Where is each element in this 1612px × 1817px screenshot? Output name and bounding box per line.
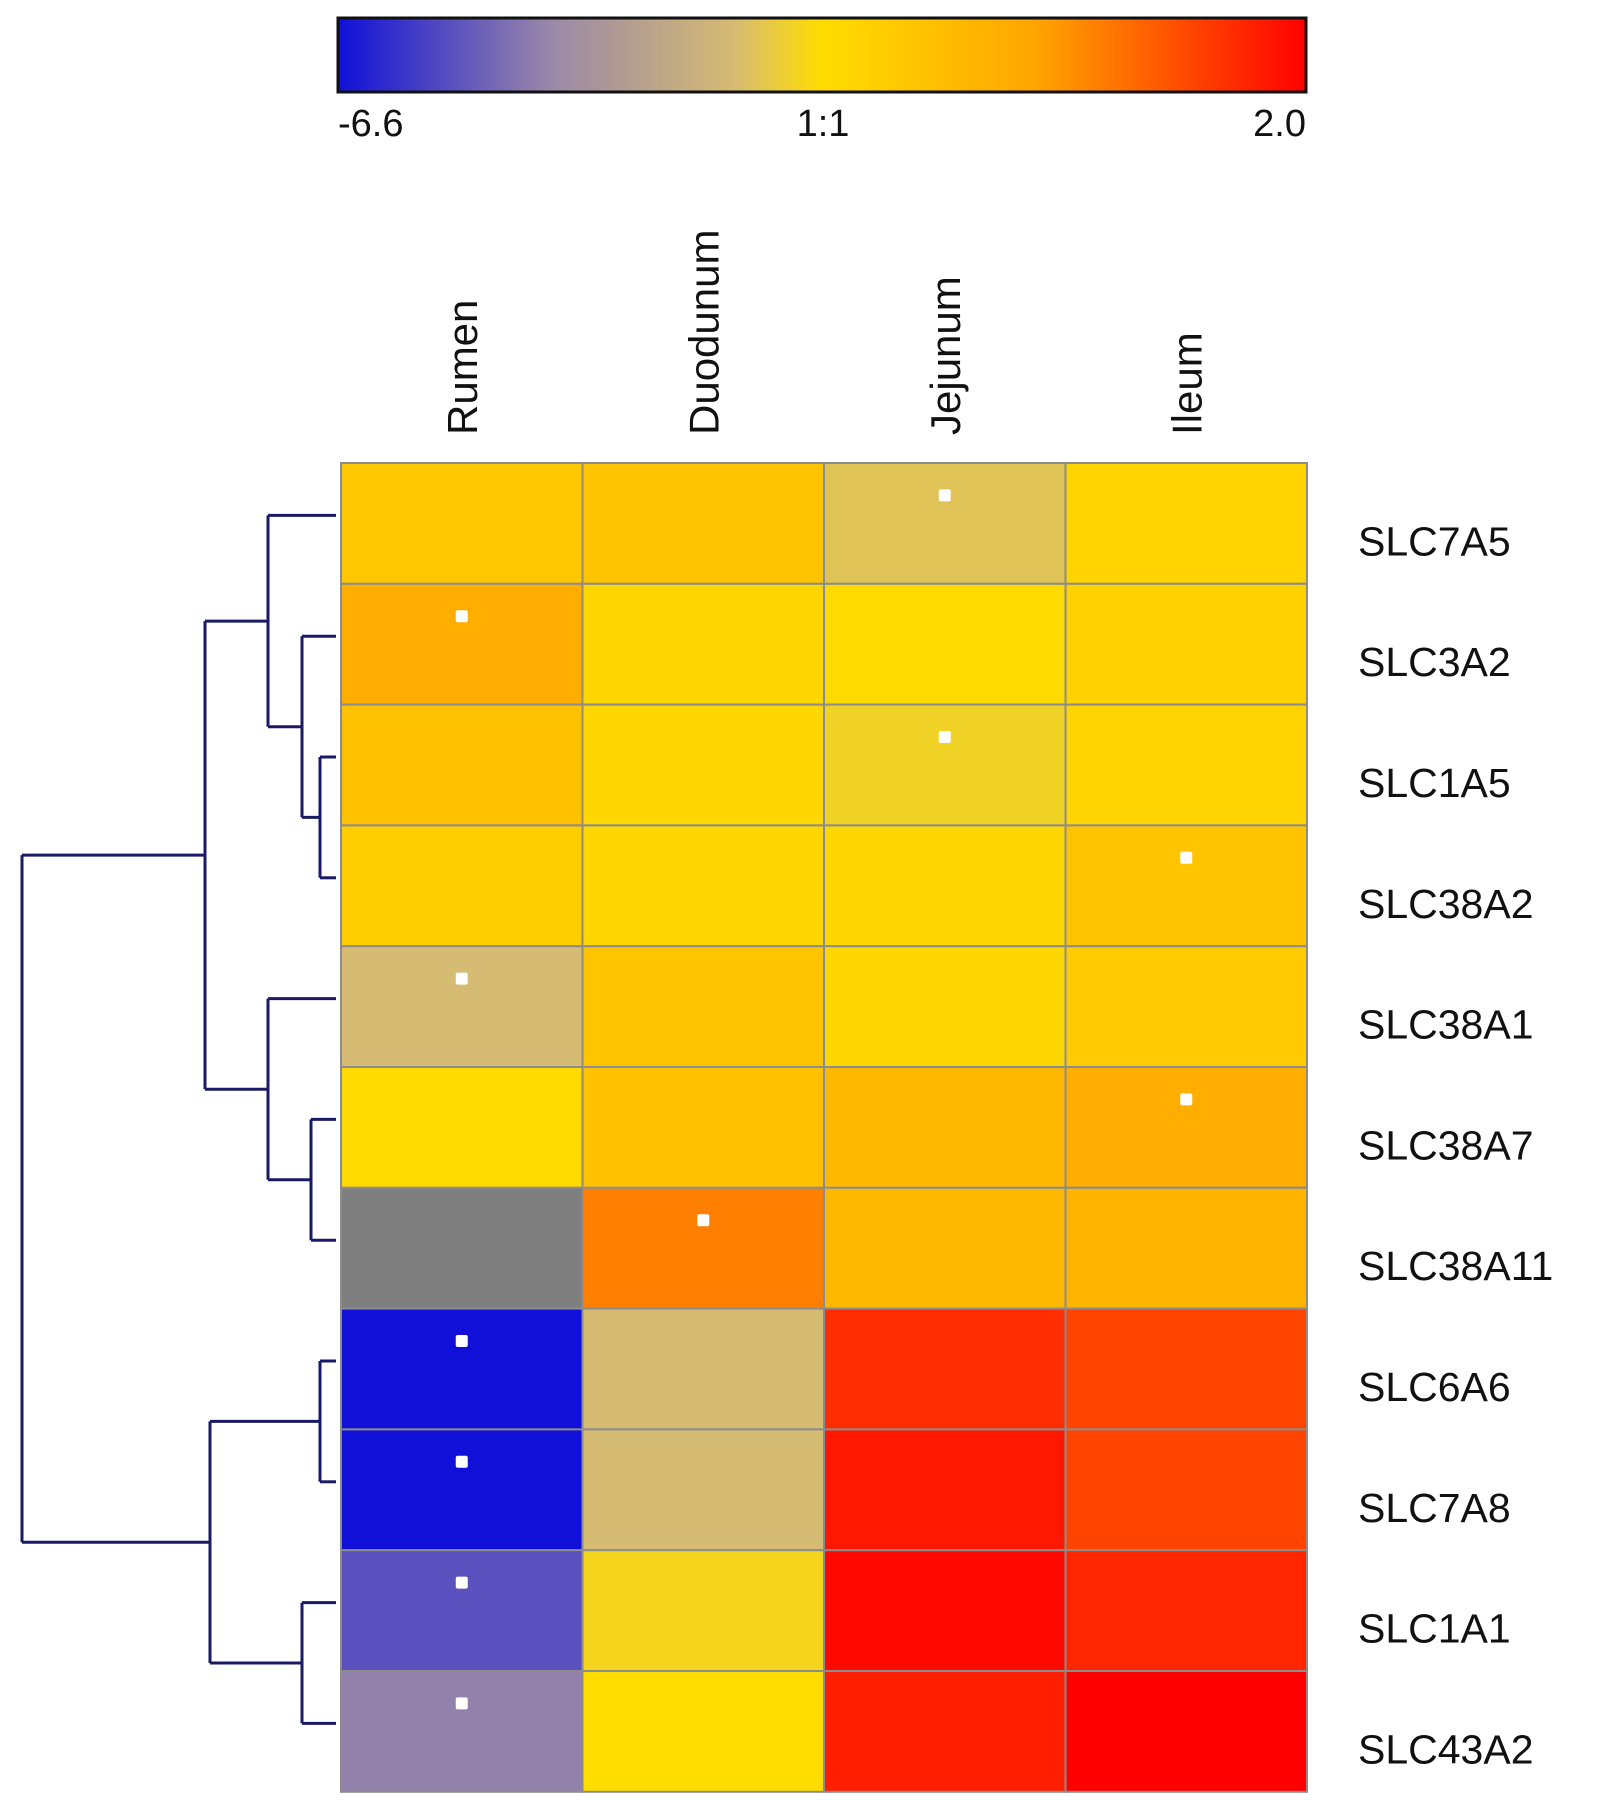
heatmap-cell-slc38a1-jejunum	[823, 945, 1067, 1069]
row-label: SLC6A6	[1358, 1364, 1511, 1410]
heatmap-cell-slc7a8-rumen	[340, 1428, 584, 1552]
heatmap-cell-slc6a6-duodunum	[581, 1307, 825, 1431]
heatmap-cell-slc43a2-jejunum	[823, 1670, 1067, 1793]
heatmap-cell-slc1a1-jejunum	[823, 1549, 1067, 1672]
heatmap-cells	[340, 462, 1308, 1793]
column-labels: Rumen Duodunum Jejunum Ileum	[439, 230, 1211, 435]
significance-marker	[1180, 851, 1193, 864]
heatmap-cell-slc7a5-jejunum	[823, 462, 1067, 585]
colorbar-gradient-bar	[336, 16, 1308, 94]
significance-marker	[938, 731, 951, 743]
heatmap-cell-slc7a8-duodunum	[581, 1428, 825, 1552]
colorbar-legend: -6.6 1:1 2.0	[336, 16, 1308, 145]
heatmap-cell-slc7a5-duodunum	[581, 462, 825, 585]
heatmap-cell-slc38a2-ileum	[1064, 824, 1308, 948]
heatmap-cell-slc6a6-rumen	[340, 1307, 584, 1431]
heatmap-cell-slc38a7-rumen	[340, 1066, 584, 1189]
column-label: Ileum	[1163, 332, 1210, 435]
row-label: SLC38A7	[1358, 1122, 1534, 1168]
row-label: SLC38A1	[1358, 1002, 1534, 1048]
significance-marker	[455, 1576, 468, 1589]
heatmap-cell-slc38a11-jejunum	[823, 1186, 1067, 1310]
significance-marker	[455, 1697, 468, 1710]
significance-marker	[1180, 1093, 1193, 1106]
heatmap-cell-slc1a5-ileum	[1064, 703, 1308, 827]
heatmap-cell-slc3a2-ileum	[1064, 582, 1308, 706]
significance-marker	[455, 1455, 468, 1468]
column-label: Duodunum	[680, 230, 727, 435]
row-label: SLC43A2	[1358, 1726, 1534, 1772]
heatmap-cell-slc1a5-duodunum	[581, 703, 825, 827]
column-label: Rumen	[439, 300, 486, 435]
column-label: Jejunum	[922, 276, 969, 435]
row-labels: SLC7A5 SLC3A2 SLC1A5 SLC38A2 SLC38A1 SLC38A7 S…	[1358, 518, 1553, 1772]
heatmap-cell-slc38a11-duodunum	[581, 1186, 825, 1310]
heatmap-cell-slc38a2-jejunum	[823, 824, 1067, 948]
heatmap-cell-slc3a2-jejunum	[823, 582, 1067, 706]
heatmap-cell-slc6a6-jejunum	[823, 1307, 1067, 1431]
heatmap-cell-slc38a2-rumen	[340, 824, 584, 948]
row-label: SLC3A2	[1358, 639, 1511, 685]
row-dendrogram	[20, 513, 336, 1725]
heatmap-cell-slc3a2-duodunum	[581, 582, 825, 706]
heatmap-cell-slc7a5-rumen	[340, 462, 584, 585]
heatmap-cell-slc7a5-ileum	[1064, 462, 1308, 585]
heatmap-cell-slc7a8-jejunum	[823, 1428, 1067, 1552]
significance-marker	[455, 1335, 468, 1347]
colorbar-min-label: -6.6	[338, 103, 403, 145]
heatmap-cell-slc1a5-jejunum	[823, 703, 1067, 827]
heatmap-cell-slc43a2-ileum	[1064, 1670, 1308, 1793]
heatmap-cell-slc43a2-rumen	[340, 1670, 584, 1793]
heatmap-cell-slc38a1-rumen	[340, 945, 584, 1069]
row-label: SLC1A1	[1358, 1606, 1511, 1652]
heatmap-cell-slc38a7-duodunum	[581, 1066, 825, 1189]
colorbar-mid-label: 1:1	[797, 103, 850, 145]
heatmap-cell-slc43a2-duodunum	[581, 1670, 825, 1793]
row-label: SLC7A5	[1358, 518, 1511, 564]
significance-marker	[455, 610, 468, 623]
heatmap-cell-slc38a11-rumen	[340, 1186, 584, 1310]
heatmap-cell-slc6a6-ileum	[1064, 1307, 1308, 1431]
heatmap-cell-slc38a11-ileum	[1064, 1186, 1308, 1310]
heatmap-cell-slc38a1-duodunum	[581, 945, 825, 1069]
row-label: SLC38A2	[1358, 881, 1534, 927]
heatmap-cell-slc38a1-ileum	[1064, 945, 1308, 1069]
heatmap-cell-slc38a2-duodunum	[581, 824, 825, 948]
heatmap-cell-slc3a2-rumen	[340, 582, 584, 706]
colorbar-max-label: 2.0	[1253, 103, 1306, 145]
row-label: SLC1A5	[1358, 760, 1511, 806]
significance-marker	[697, 1214, 710, 1227]
heatmap-cell-slc38a7-jejunum	[823, 1066, 1067, 1189]
heatmap-cell-slc1a1-ileum	[1064, 1549, 1308, 1672]
row-label: SLC7A8	[1358, 1485, 1511, 1531]
heatmap-cell-slc7a8-ileum	[1064, 1428, 1308, 1552]
heatmap-cell-slc1a1-rumen	[340, 1549, 584, 1672]
heatmap-cell-slc38a7-ileum	[1064, 1066, 1308, 1189]
heatmap-cell-slc1a5-rumen	[340, 703, 584, 827]
significance-marker	[455, 972, 468, 985]
significance-marker	[938, 489, 951, 502]
row-label: SLC38A11	[1358, 1243, 1553, 1289]
heatmap-cell-slc1a1-duodunum	[581, 1549, 825, 1672]
